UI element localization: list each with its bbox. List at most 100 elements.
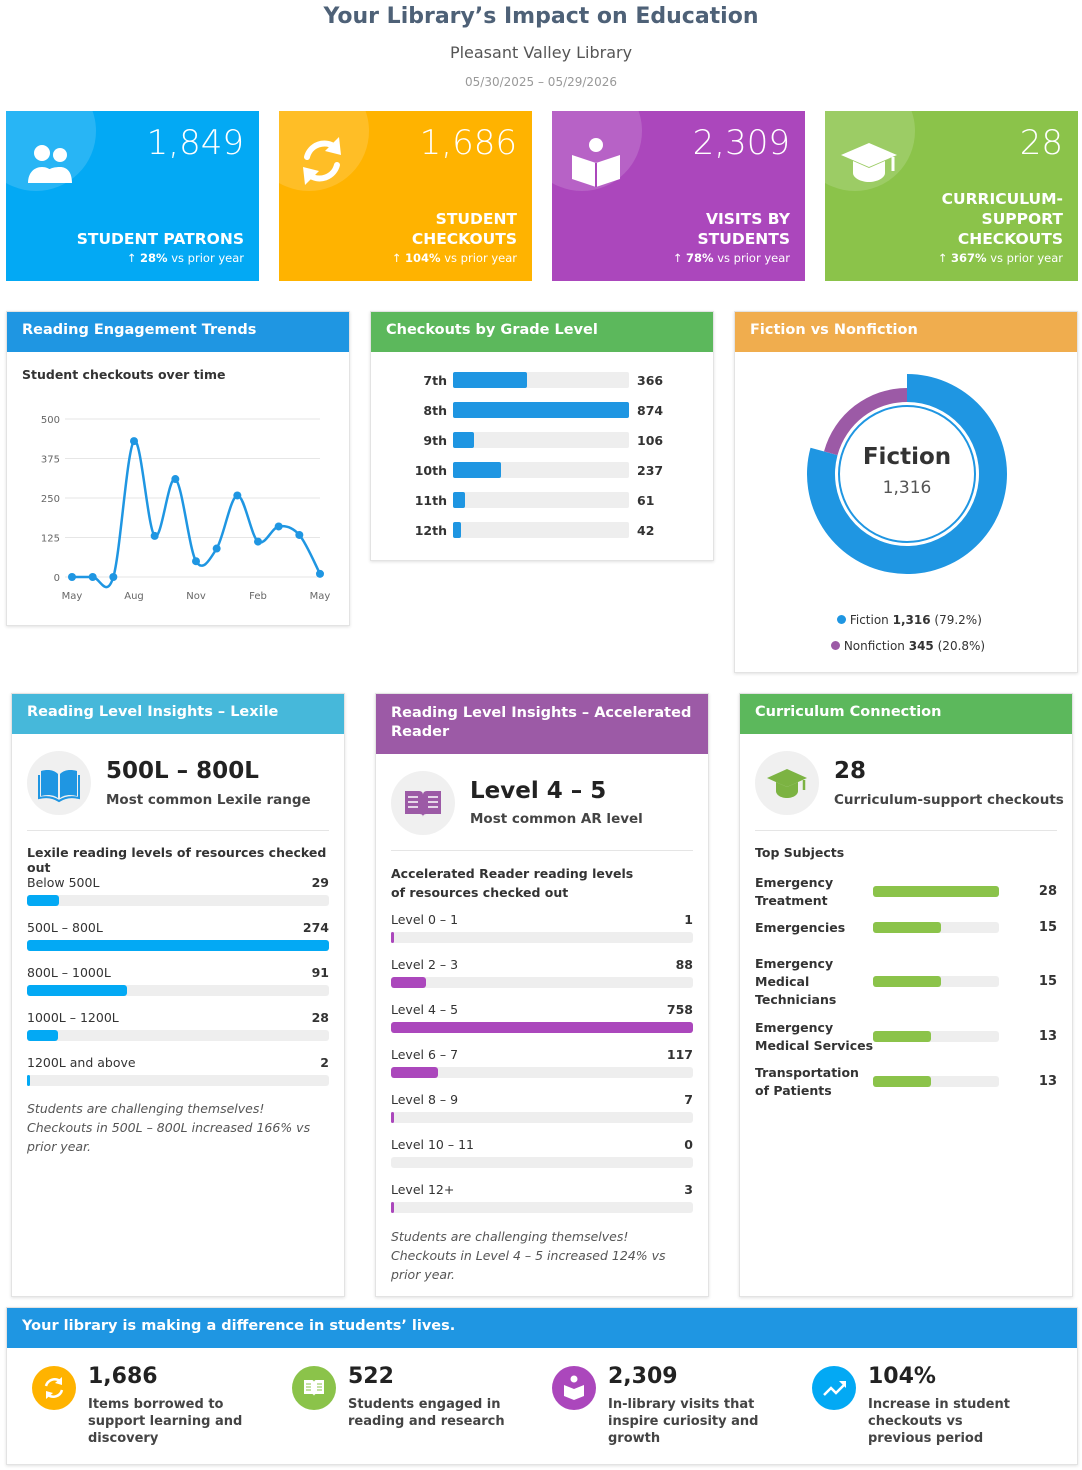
graduation-cap-icon (841, 143, 897, 182)
y-tick-label: 250 (41, 494, 60, 505)
subject-label: Emergencies (755, 920, 846, 935)
bar-fill (391, 932, 394, 943)
grade-value: 106 (637, 433, 664, 448)
grade-row: 10th 237 (371, 457, 713, 487)
arrow-up-icon: ↑ (672, 251, 687, 265)
bar-track (27, 940, 329, 951)
top-subjects-title: Top Subjects (755, 845, 845, 860)
bar-track (453, 432, 629, 448)
level-row: 800L – 1000L 91 (27, 965, 329, 1010)
bar-track (453, 462, 629, 478)
kpi-change: ↑ 78% vs prior year (672, 251, 790, 265)
curriculum-count: 28 (834, 758, 867, 784)
subject-value: 28 (1038, 884, 1057, 899)
grade-row: 7th 366 (371, 367, 713, 397)
legend-dot (831, 641, 840, 650)
level-value: 758 (666, 1002, 693, 1017)
level-row: Below 500L 29 (27, 875, 329, 920)
data-point (150, 531, 159, 540)
library-name: Pleasant Valley Library (449, 43, 633, 62)
level-row: 500L – 800L 274 (27, 920, 329, 965)
ar-note: Students are challenging themselves! Che… (391, 1229, 666, 1282)
kpi-student-checkouts: 1,686 STUDENT CHECKOUTS ↑ 104% vs prior … (279, 111, 532, 281)
level-label: Level 8 – 9 (391, 1092, 459, 1107)
subject-value: 15 (1038, 920, 1057, 935)
ar-level-caption: Most common AR level (470, 811, 643, 827)
lexile-card: Reading Level Insights – Lexile 500L – 8… (11, 693, 345, 1297)
bar-fill (453, 522, 462, 538)
level-label: Level 6 – 7 (391, 1047, 459, 1062)
y-tick-label: 375 (41, 455, 60, 466)
level-row: Level 6 – 7 117 (391, 1047, 693, 1092)
bar-fill (27, 1030, 58, 1041)
fiction-nonfiction-card: Fiction vs Nonfiction Fiction 1,316 Fict… (734, 311, 1078, 673)
level-label: Level 10 – 11 (391, 1137, 474, 1152)
date-range: 05/30/2025 – 05/29/2026 (465, 75, 617, 89)
kpi-change: ↑ 367% vs prior year (937, 251, 1063, 265)
bar-track (873, 1031, 999, 1042)
bar-track (27, 895, 329, 906)
kpi-value: 1,686 (419, 123, 517, 163)
kpi-label: CURRICULUM-SUPPORT CHECKOUTS (941, 190, 1063, 248)
level-label: 1000L – 1200L (27, 1010, 119, 1025)
level-label: Level 2 – 3 (391, 957, 459, 972)
level-value: 2 (320, 1055, 329, 1070)
bar-track (27, 1030, 329, 1041)
donut-center-label: Fiction (862, 444, 952, 470)
bar-fill (27, 895, 59, 906)
bar-track (391, 1067, 693, 1078)
card-title: Reading Level Insights – Lexile (12, 694, 344, 734)
y-tick-label: 125 (41, 534, 60, 545)
level-label: 800L – 1000L (27, 965, 111, 980)
level-value: 28 (311, 1010, 329, 1025)
grade-label: 12th (414, 523, 447, 538)
bar-fill (391, 1112, 394, 1123)
data-point (88, 573, 97, 581)
stat-description: Items borrowed to support learning and d… (88, 1397, 243, 1446)
bar-track (873, 1076, 999, 1087)
subject-label: Emergency Medical Services (755, 1020, 874, 1053)
bar-fill (453, 402, 629, 418)
level-label: Below 500L (27, 875, 100, 890)
grade-label: 8th (423, 403, 447, 418)
subject-value: 13 (1038, 1074, 1057, 1089)
level-row: Level 10 – 11 0 (391, 1137, 693, 1182)
data-point (295, 530, 304, 539)
accelerated-reader-card: Reading Level Insights – Accelerated Rea… (375, 693, 709, 1297)
kpi-label: STUDENT CHECKOUTS (411, 210, 517, 248)
card-title: Reading Engagement Trends (7, 312, 349, 352)
kpi-student-patrons: 1,849 STUDENT PATRONS ↑ 28% vs prior yea… (6, 111, 259, 281)
stat-description: In-library visits that inspire curiosity… (608, 1397, 759, 1446)
grade-label: 9th (423, 433, 447, 448)
bar-track (391, 1022, 693, 1033)
kpi-label: VISITS BY STUDENTS (697, 210, 791, 248)
level-label: Level 4 – 5 (391, 1002, 459, 1017)
stat-description: Increase in student checkouts vs previou… (868, 1397, 1010, 1446)
open-book-icon (304, 1380, 324, 1396)
bar-track (873, 922, 999, 933)
card-title: Curriculum Connection (740, 694, 1072, 734)
stat-value: 1,686 (88, 1364, 158, 1389)
level-row: Level 12+ 3 (391, 1182, 693, 1227)
x-tick-label: May (310, 591, 331, 602)
level-label: Level 12+ (391, 1182, 455, 1197)
level-row: Level 4 – 5 758 (391, 1002, 693, 1047)
subject-value: 13 (1038, 1029, 1057, 1044)
bar-track (873, 976, 999, 987)
lexile-note: Students are challenging themselves! Che… (27, 1101, 311, 1154)
line-chart: 0 125 250 375 500 May Aug Nov Feb May (41, 415, 331, 602)
lexile-list-title: Lexile reading levels of resources check… (27, 845, 327, 875)
level-value: 0 (684, 1137, 693, 1152)
level-value: 7 (684, 1092, 693, 1107)
page-title: Your Library’s Impact on Education (323, 4, 759, 29)
grade-row: 12th 42 (371, 517, 713, 547)
legend-nonfiction: Nonfiction 345 (20.8%) (831, 639, 985, 653)
legend-fiction: Fiction 1,316 (79.2%) (837, 613, 982, 627)
level-value: 91 (311, 965, 329, 980)
card-title: Your library is making a difference in s… (7, 1308, 1077, 1348)
level-label: 1200L and above (27, 1055, 136, 1070)
ar-level: Level 4 – 5 (470, 778, 607, 804)
grade-value: 874 (637, 403, 664, 418)
bar-track (391, 1157, 693, 1168)
arrow-up-icon: ↑ (937, 251, 952, 265)
